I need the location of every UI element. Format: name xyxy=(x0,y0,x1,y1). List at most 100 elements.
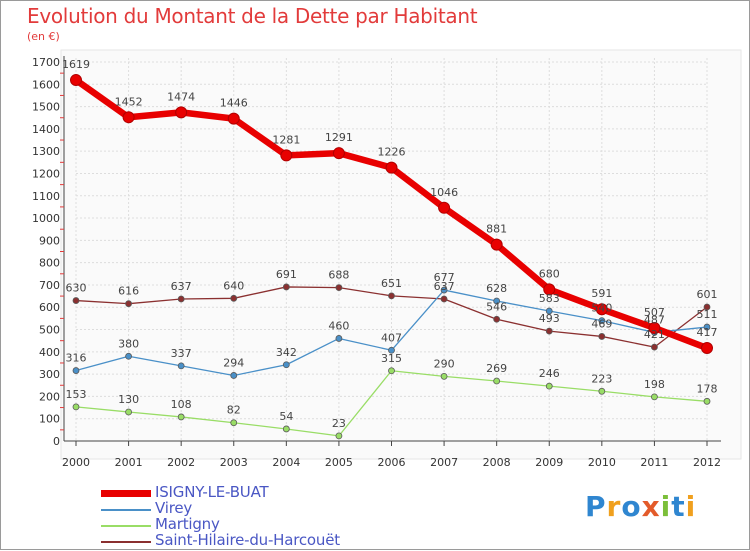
data-point xyxy=(72,367,80,374)
legend-swatch xyxy=(101,509,151,511)
legend-label: Martigny xyxy=(155,515,220,533)
data-label: 677 xyxy=(434,271,455,284)
x-tick-label: 2007 xyxy=(430,456,458,469)
x-tick-label: 2008 xyxy=(483,456,511,469)
data-point xyxy=(72,297,80,304)
data-label: 460 xyxy=(328,319,349,332)
x-tick-label: 2005 xyxy=(325,456,353,469)
data-point xyxy=(125,352,132,360)
data-point xyxy=(598,387,606,395)
y-tick-label: 0 xyxy=(53,435,60,448)
data-label: 469 xyxy=(591,317,612,330)
data-point xyxy=(598,317,606,325)
x-tick-label: 2003 xyxy=(220,456,248,469)
logo-letter: i xyxy=(685,490,697,523)
data-label: 688 xyxy=(328,269,349,282)
data-label: 511 xyxy=(697,308,718,321)
data-label: 637 xyxy=(171,280,192,293)
legend-label: Virey xyxy=(155,499,193,517)
y-tick-label: 1400 xyxy=(32,123,60,136)
y-tick-label: 800 xyxy=(39,257,60,270)
logo-letter: x xyxy=(641,490,661,523)
data-point xyxy=(125,300,132,308)
data-point xyxy=(385,161,398,174)
data-label: 881 xyxy=(486,223,507,236)
data-label: 1046 xyxy=(430,186,458,199)
y-tick-label: 600 xyxy=(39,301,60,314)
data-point xyxy=(335,284,343,292)
data-label: 417 xyxy=(697,326,718,339)
logo-letter: i xyxy=(660,490,672,523)
logo-letter: t xyxy=(671,490,686,523)
data-point xyxy=(648,321,661,334)
x-tick-label: 2002 xyxy=(167,456,195,469)
data-label: 337 xyxy=(171,347,192,360)
data-label: 616 xyxy=(118,285,139,298)
x-tick-label: 2004 xyxy=(272,456,300,469)
data-label: 342 xyxy=(276,346,297,359)
y-tick-label: 500 xyxy=(39,324,60,337)
data-label: 637 xyxy=(434,280,455,293)
data-label: 130 xyxy=(118,393,139,406)
data-point xyxy=(490,238,503,251)
data-label: 591 xyxy=(591,287,612,300)
data-point xyxy=(438,201,451,214)
logo-letter: o xyxy=(621,490,642,523)
legend-swatch xyxy=(101,490,151,497)
data-point xyxy=(703,397,711,405)
x-tick-label: 2000 xyxy=(62,456,90,469)
y-tick-label: 900 xyxy=(39,234,60,247)
data-point xyxy=(72,403,80,411)
data-label: 583 xyxy=(539,292,560,305)
data-point xyxy=(282,425,290,433)
data-label: 1281 xyxy=(272,133,300,146)
data-label: 294 xyxy=(223,356,244,369)
data-label: 1291 xyxy=(325,131,353,144)
x-tick-label: 2012 xyxy=(693,456,721,469)
data-point xyxy=(703,323,711,331)
data-label: 1452 xyxy=(115,95,143,108)
x-tick-label: 2011 xyxy=(640,456,668,469)
y-tick-label: 1300 xyxy=(32,145,60,158)
data-label: 178 xyxy=(697,382,718,395)
data-point xyxy=(703,303,711,311)
data-point xyxy=(595,303,608,316)
data-point xyxy=(175,106,188,119)
data-label: 407 xyxy=(381,331,402,344)
data-label: 23 xyxy=(332,417,346,430)
data-label: 507 xyxy=(644,306,665,319)
data-label: 1226 xyxy=(378,146,406,159)
data-point xyxy=(545,382,553,390)
x-tick-label: 2001 xyxy=(115,456,143,469)
data-label: 1619 xyxy=(62,58,90,71)
proxiti-logo: Proxiti xyxy=(585,490,696,523)
data-label: 198 xyxy=(644,378,665,391)
data-label: 1446 xyxy=(220,97,248,110)
y-tick-label: 1000 xyxy=(32,212,60,225)
data-label: 290 xyxy=(434,357,455,370)
data-point xyxy=(493,315,501,323)
data-point xyxy=(227,112,240,125)
data-point xyxy=(545,327,553,335)
y-tick-label: 1500 xyxy=(32,101,60,114)
data-point xyxy=(493,377,501,385)
data-label: 691 xyxy=(276,268,297,281)
data-label: 223 xyxy=(591,372,612,385)
data-point xyxy=(70,74,82,87)
legend-swatch xyxy=(101,525,151,527)
data-label: 630 xyxy=(66,282,87,295)
data-point xyxy=(545,307,553,315)
data-point xyxy=(388,367,395,375)
logo-letter: r xyxy=(606,490,622,523)
y-tick-label: 1100 xyxy=(32,190,60,203)
legend-swatch xyxy=(101,541,151,543)
data-point xyxy=(282,361,290,369)
y-tick-label: 1700 xyxy=(32,56,60,69)
data-label: 380 xyxy=(118,337,139,350)
y-tick-label: 1600 xyxy=(32,78,60,91)
x-tick-label: 2006 xyxy=(378,456,406,469)
data-point xyxy=(388,292,395,300)
data-label: 54 xyxy=(279,410,293,423)
y-tick-label: 200 xyxy=(39,390,60,403)
